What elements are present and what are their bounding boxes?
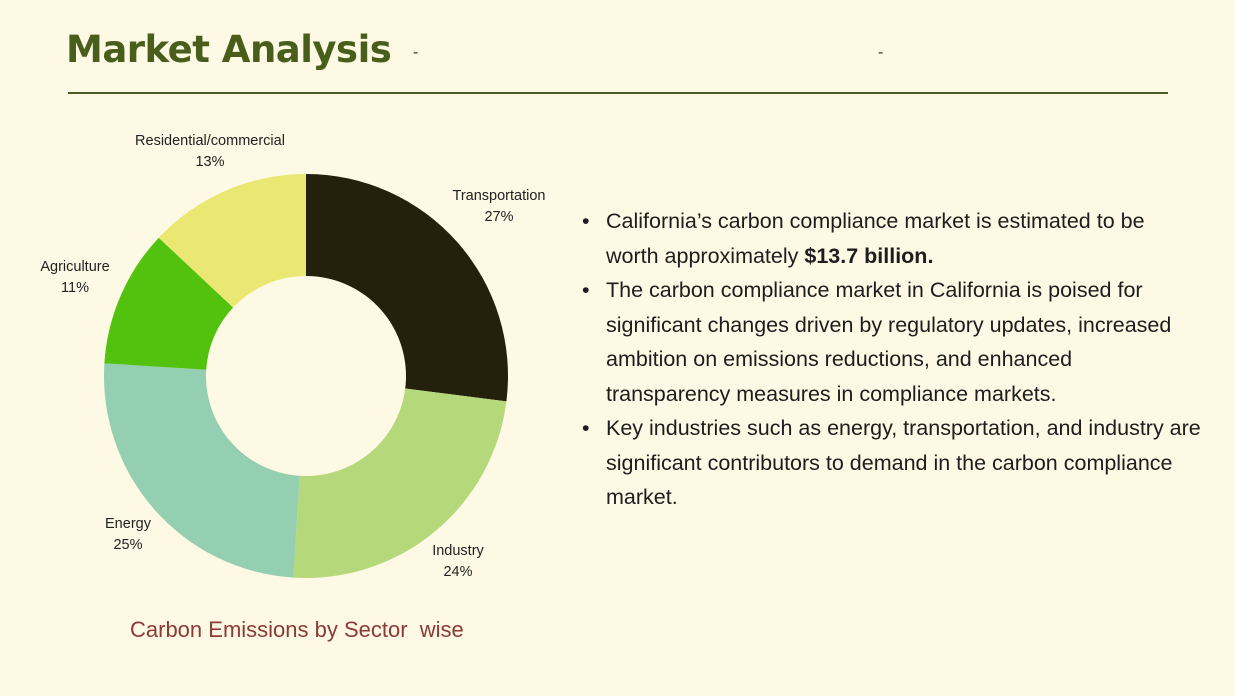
donut-slice-residential-commercial: [158, 174, 306, 308]
bullet-dot: •: [582, 278, 590, 302]
bullet-text: Key industries such as energy, transport…: [606, 416, 1201, 509]
slice-label: Residential/commercial: [135, 133, 285, 149]
market-bullets: • California’s carbon compliance market …: [582, 204, 1202, 515]
donut-slice-energy: [103, 363, 300, 578]
slice-value-label: 24%: [443, 564, 472, 580]
donut-slice-industry: [293, 388, 507, 578]
slice-value-label: 25%: [113, 537, 142, 553]
bullet-highlight: $13.7 billion.: [804, 243, 934, 268]
bullet-text: The carbon compliance market in Californ…: [606, 278, 1172, 406]
sector-donut-chart: Transportation 27% Industry 24% Energy 25% Agr…: [40, 133, 546, 580]
title-dash-right: -: [878, 44, 884, 61]
donut-slice-agriculture: [104, 237, 234, 370]
bullet-item: • California’s carbon compliance market …: [582, 204, 1202, 273]
bullet-text: California’s carbon compliance market is…: [606, 209, 1145, 268]
chart-caption: Carbon Emissions by Sector wise: [130, 617, 464, 642]
page-title: Market Analysis: [66, 28, 392, 71]
slice-value-label: 27%: [484, 209, 513, 225]
bullet-item: • The carbon compliance market in Califo…: [582, 273, 1202, 411]
slice-value-label: 13%: [195, 154, 224, 170]
bullet-item: • Key industries such as energy, transpo…: [582, 411, 1202, 515]
slice-value-label: 11%: [61, 280, 89, 296]
slice-label: Energy: [105, 516, 152, 532]
slice-label: Industry: [432, 543, 484, 559]
title-dash-left: -: [413, 44, 419, 61]
bullet-dot: •: [582, 416, 590, 440]
bullet-dot: •: [582, 209, 590, 233]
title-divider: [68, 92, 1168, 94]
slice-label: Transportation: [453, 188, 546, 204]
donut-slice-transportation: [306, 174, 509, 402]
slice-label: Agriculture: [40, 259, 109, 275]
